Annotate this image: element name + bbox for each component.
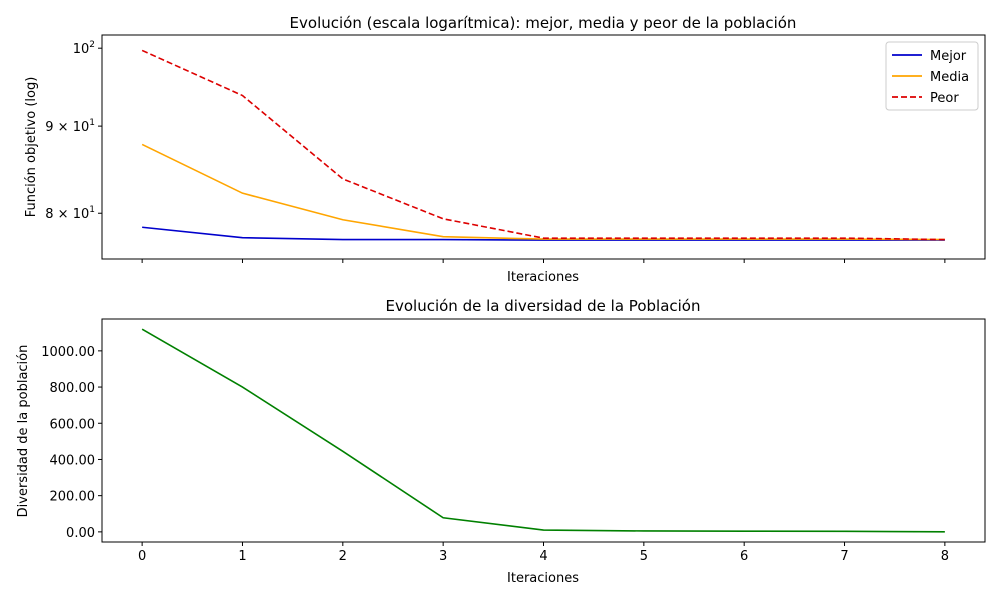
bottom-x-tick-label-6: 6 [740, 549, 748, 564]
top-y-tick-label-1: 9 × 101 [45, 118, 95, 135]
bottom-chart-xlabel: Iteraciones [507, 571, 579, 586]
bottom-chart-ylabel: Diversidad de la población [16, 345, 31, 518]
bottom-x-tick-label-0: 0 [138, 549, 146, 564]
bottom-y-tick-label-0: 0.00 [66, 526, 95, 541]
bottom-x-tick-label-4: 4 [539, 549, 547, 564]
legend-label-media: Media [930, 70, 969, 85]
bottom-x-tick-label-2: 2 [339, 549, 347, 564]
bottom-x-tick-label-3: 3 [439, 549, 447, 564]
bottom-chart-lines [141, 328, 945, 533]
bottom-y-tick-label-5: 1000.00 [41, 345, 95, 360]
bottom-x-tick-label-8: 8 [941, 549, 949, 564]
series-line-diversidad [141, 328, 945, 533]
bottom-chart-title: Evolución de la diversidad de la Poblaci… [386, 297, 701, 315]
bottom-chart-axes: 0 1 2 3 4 5 6 7 8 0.00 200.00 400.00 600.00 800.00 100… [41, 345, 949, 564]
series-line-media [141, 143, 945, 241]
bottom-chart-diversity: Evolución de la diversidad de la Poblaci… [16, 297, 986, 586]
legend-label-peor: Peor [930, 91, 959, 106]
top-y-tick-label-0: 102 [73, 40, 95, 57]
top-chart-title: Evolución (escala logarítmica): mejor, m… [290, 14, 797, 32]
series-line-peor [141, 49, 945, 241]
legend: Mejor Media Peor [885, 41, 979, 111]
top-chart-lines [141, 49, 945, 241]
bottom-x-tick-label-7: 7 [840, 549, 848, 564]
legend-box [885, 41, 979, 111]
bottom-y-tick-label-4: 800.00 [50, 381, 96, 396]
top-chart-ylabel: Función objetivo (log) [24, 77, 39, 218]
top-chart-xlabel: Iteraciones [507, 270, 579, 285]
legend-label-mejor: Mejor [930, 49, 967, 64]
bottom-y-tick-label-1: 200.00 [50, 490, 96, 505]
top-y-tick-label-2: 8 × 101 [45, 205, 95, 222]
bottom-y-tick-label-3: 600.00 [50, 417, 96, 432]
bottom-y-tick-label-2: 400.00 [50, 453, 96, 468]
bottom-x-tick-label-1: 1 [238, 549, 246, 564]
top-chart-axes: 102 9 × 101 8 × 101 [45, 40, 946, 263]
top-chart-objective: Evolución (escala logarítmica): mejor, m… [24, 14, 986, 285]
bottom-x-tick-label-5: 5 [640, 549, 648, 564]
series-line-mejor [142, 226, 945, 241]
